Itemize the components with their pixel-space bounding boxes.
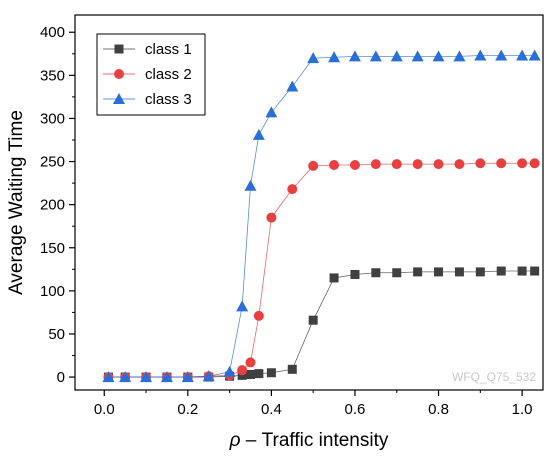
data-point-class-2 [245, 357, 256, 368]
data-point-class-3 [223, 365, 236, 377]
data-point-class-1 [392, 268, 402, 278]
y-tick-label: 100 [40, 283, 65, 300]
data-point-class-2 [391, 159, 402, 170]
data-point-class-3 [102, 371, 115, 383]
series-class-2 [103, 158, 540, 383]
data-point-class-3 [328, 51, 341, 63]
data-point-class-2 [266, 212, 277, 223]
y-tick-label: 400 [40, 24, 65, 41]
x-tick-label: 0.0 [94, 401, 115, 418]
series-line-class-2 [108, 162, 535, 378]
data-point-class-2 [308, 160, 319, 171]
x-axis-title-symbol: ρ [229, 430, 241, 451]
data-point-class-3 [140, 371, 153, 383]
data-point-class-3 [236, 300, 249, 312]
data-point-class-2 [370, 159, 381, 170]
data-point-class-3 [495, 49, 508, 61]
data-point-class-1 [350, 269, 360, 279]
data-point-class-2 [287, 184, 298, 195]
data-point-class-3 [528, 49, 541, 61]
data-point-class-1 [496, 266, 506, 276]
data-point-class-1 [454, 267, 464, 277]
series-layer [102, 49, 541, 383]
plot-frame [74, 14, 544, 391]
x-tick-label: 0.2 [177, 401, 198, 418]
legend-marker [114, 69, 124, 79]
data-point-class-1 [517, 266, 527, 276]
data-point-class-3 [390, 50, 403, 62]
y-tick-label: 250 [40, 154, 65, 171]
data-point-class-1 [237, 370, 247, 380]
data-point-class-3 [307, 52, 320, 64]
watermark-label: WFQ_Q75_532 [452, 370, 536, 384]
data-point-class-1 [530, 266, 540, 276]
y-tick-label: 300 [40, 110, 65, 127]
axis-ticks: 0.0 0.2 0.4 0.6 0.8 1.0 0 50 100 150 200 250 300 350 4… [40, 24, 533, 418]
data-point-class-1 [329, 273, 339, 283]
data-point-class-1 [413, 267, 423, 277]
x-tick-label: 0.6 [345, 401, 366, 418]
y-axis-title: Average Waiting Time [6, 110, 27, 295]
x-tick-label: 1.0 [512, 401, 533, 418]
legend-marker [113, 93, 125, 104]
data-point-class-3 [244, 179, 257, 191]
data-point-class-2 [517, 158, 528, 169]
data-point-class-2 [349, 160, 360, 170]
data-point-class-2 [433, 159, 444, 170]
data-point-class-2 [475, 158, 486, 169]
data-point-class-2 [529, 158, 540, 169]
data-point-class-2 [329, 160, 340, 170]
data-point-class-3 [432, 50, 445, 62]
data-point-class-3 [348, 50, 361, 62]
legend-label: class 3 [145, 91, 192, 108]
data-point-class-1 [308, 315, 318, 325]
data-point-class-1 [371, 268, 381, 278]
data-point-class-3 [516, 49, 529, 61]
data-point-class-3 [119, 371, 132, 383]
legend: class 1 class 2 class 3 [96, 33, 206, 116]
data-point-class-1 [246, 369, 255, 379]
series-class-1 [103, 266, 540, 382]
series-class-3 [102, 49, 541, 383]
data-point-class-1 [287, 364, 297, 374]
legend-item-class-2: class 2 [103, 66, 192, 83]
data-point-class-3 [474, 49, 487, 61]
data-point-class-3 [369, 50, 382, 62]
x-tick-label: 0.8 [428, 401, 449, 418]
series-line-class-3 [108, 55, 535, 378]
y-tick-label: 350 [40, 67, 65, 84]
data-point-class-2 [412, 159, 423, 170]
series-line-class-1 [108, 270, 535, 378]
x-tick-label: 0.4 [261, 401, 282, 418]
data-point-class-3 [181, 371, 194, 383]
data-point-class-1 [254, 369, 264, 379]
y-tick-label: 150 [40, 240, 65, 257]
data-point-class-3 [160, 371, 173, 383]
data-point-class-2 [496, 158, 507, 169]
x-axis-title-text: – Traffic intensity [241, 430, 389, 451]
y-tick-label: 200 [40, 197, 65, 214]
data-point-class-3 [252, 128, 265, 140]
data-point-class-3 [202, 370, 215, 382]
legend-item-class-1: class 1 [103, 41, 192, 58]
legend-item-class-3: class 3 [103, 91, 192, 108]
data-point-class-2 [237, 365, 248, 376]
y-tick-label: 0 [57, 369, 65, 386]
data-point-class-1 [475, 267, 485, 277]
data-point-class-3 [453, 50, 466, 62]
data-point-class-3 [265, 106, 278, 118]
data-point-class-3 [286, 80, 299, 92]
legend-label: class 2 [145, 66, 192, 83]
data-point-class-3 [411, 50, 424, 62]
y-tick-label: 50 [48, 326, 65, 343]
data-point-class-2 [454, 159, 465, 170]
legend-label: class 1 [145, 41, 192, 58]
data-point-class-1 [434, 267, 444, 277]
x-axis-title: ρ – Traffic intensity [229, 430, 389, 451]
legend-marker [114, 44, 124, 54]
data-point-class-2 [253, 310, 264, 321]
data-point-class-1 [266, 368, 276, 378]
